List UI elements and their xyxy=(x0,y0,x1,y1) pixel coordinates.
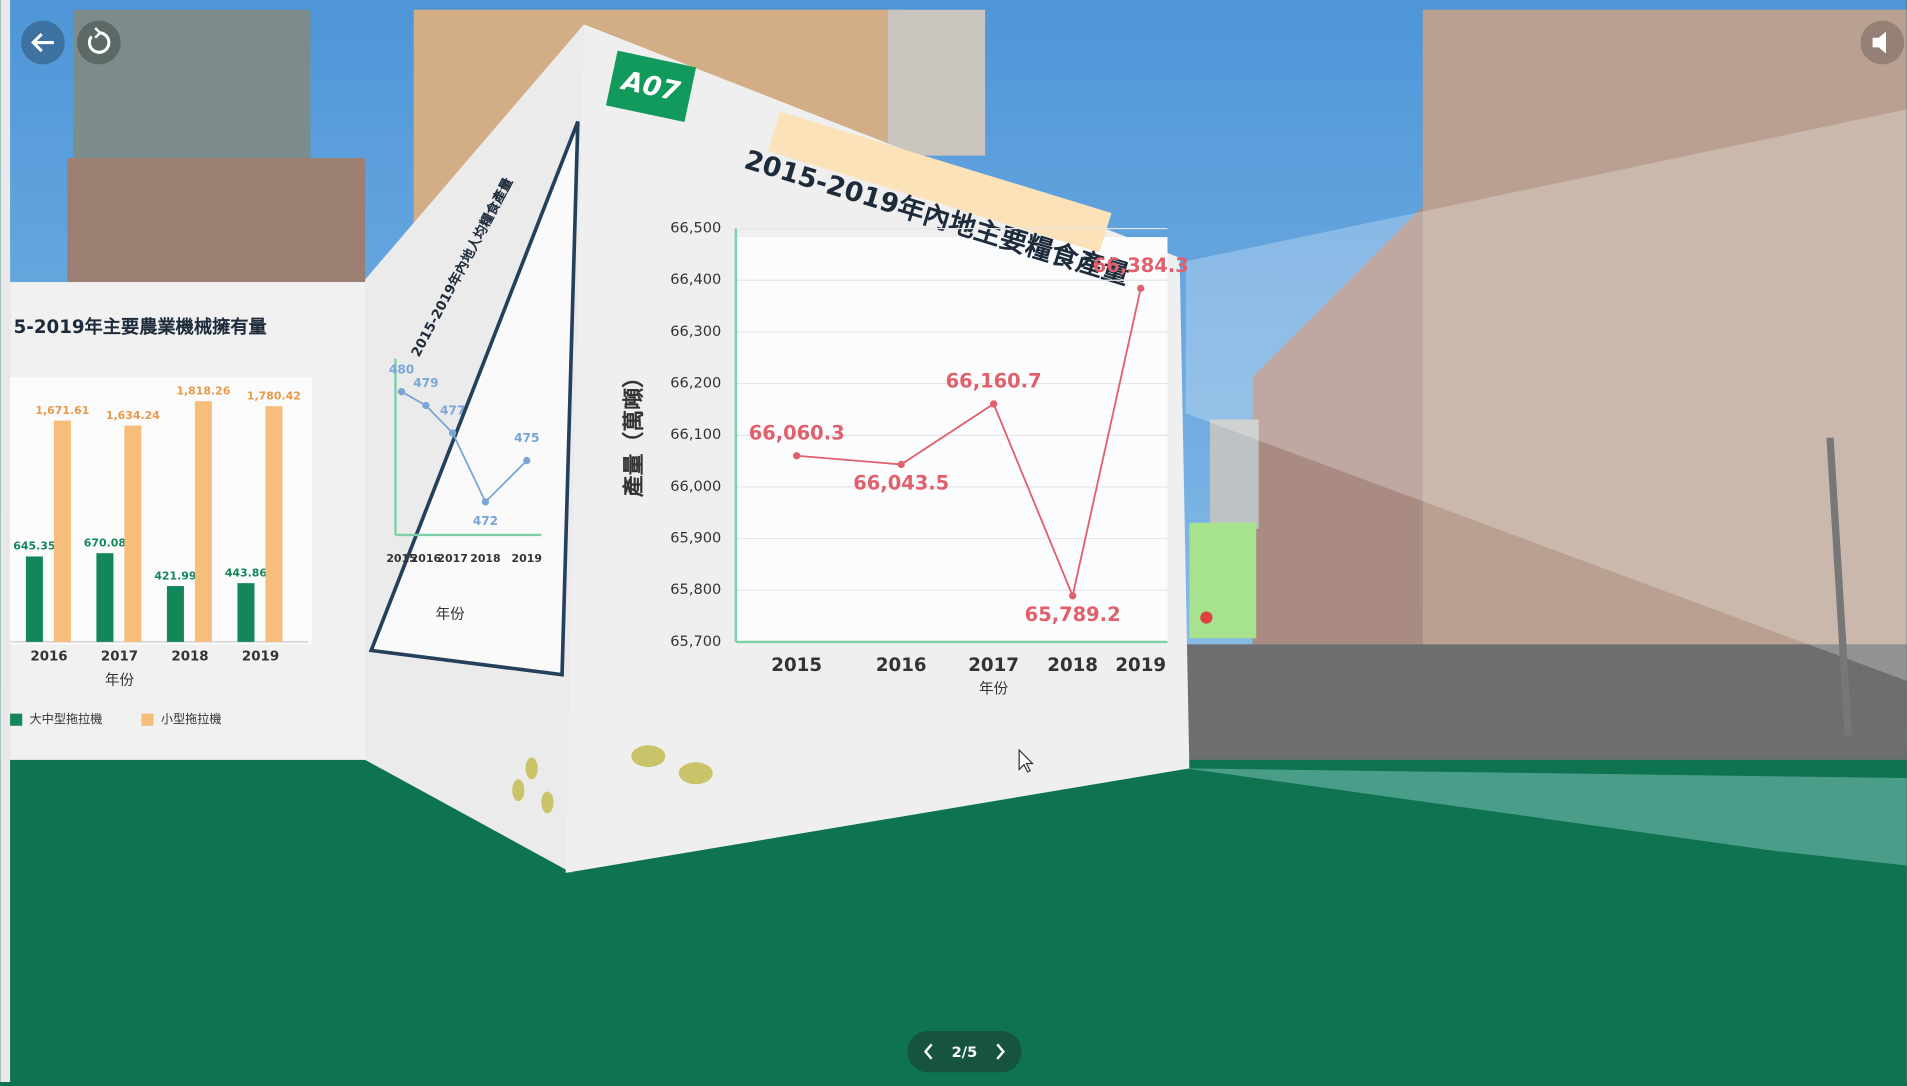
y-tick-label: 65,900 xyxy=(670,530,721,547)
point xyxy=(422,402,429,409)
legend-swatch xyxy=(141,714,153,726)
x-tick-label: 2019 xyxy=(1115,655,1166,676)
value-label: 475 xyxy=(514,431,539,445)
x-tick-label: 2019 xyxy=(242,649,279,664)
value-label: 1,634.24 xyxy=(106,409,160,422)
x-tick-label: 2017 xyxy=(437,552,467,565)
point xyxy=(1069,592,1076,599)
value-label: 443.86 xyxy=(225,566,268,579)
value-label: 480 xyxy=(389,362,414,376)
chart-title: 5-2019年主要農業機械擁有量 xyxy=(14,316,267,338)
y-tick-label: 66,300 xyxy=(670,323,721,340)
value-label: 66,384.3 xyxy=(1093,254,1189,277)
x-tick-label: 2018 xyxy=(470,552,500,565)
value-label: 670.08 xyxy=(84,536,126,549)
y-tick-label: 65,800 xyxy=(670,581,721,598)
value-label: 477 xyxy=(440,404,465,418)
bar xyxy=(26,556,43,641)
point xyxy=(898,461,905,468)
scene: A07 2/5 2015-2019年內地主要糧食產量產量（萬噸）年份65,700… xyxy=(0,0,1907,1082)
sound-button[interactable] xyxy=(1860,21,1904,65)
x-axis-title: 年份 xyxy=(436,606,466,623)
x-axis-title: 年份 xyxy=(105,672,135,689)
frame xyxy=(0,0,10,1082)
bar xyxy=(195,401,212,642)
x-tick-label: 2016 xyxy=(30,649,67,664)
point xyxy=(449,429,456,436)
x-tick-label: 2018 xyxy=(171,649,208,664)
x-tick-label: 2019 xyxy=(512,552,542,565)
point xyxy=(523,457,530,464)
value-label: 479 xyxy=(413,376,438,390)
value-label: 645.35 xyxy=(13,540,55,553)
y-tick-label: 66,400 xyxy=(670,271,721,288)
x-tick-label: 2018 xyxy=(1047,655,1098,676)
value-label: 66,060.3 xyxy=(749,421,845,444)
legend-swatch xyxy=(10,714,22,726)
legend-label: 大中型拖拉機 xyxy=(30,711,103,726)
y-tick-label: 66,500 xyxy=(670,220,721,237)
y-tick-label: 66,000 xyxy=(670,478,721,495)
bar xyxy=(54,421,71,642)
bar xyxy=(237,583,254,642)
bar xyxy=(124,426,141,642)
point xyxy=(482,498,489,505)
point xyxy=(793,452,800,459)
legend-label: 小型拖拉機 xyxy=(161,711,222,726)
value-label: 65,789.2 xyxy=(1025,603,1121,626)
x-tick-label: 2017 xyxy=(968,655,1019,676)
value-label: 472 xyxy=(473,514,498,528)
value-label: 1,780.42 xyxy=(247,389,301,402)
value-label: 1,671.61 xyxy=(35,404,89,417)
page-indicator: 2/5 xyxy=(952,1044,978,1061)
marker xyxy=(1200,612,1212,624)
page: A07 2/5 2015-2019年內地主要糧食產量產量（萬噸）年份65,700… xyxy=(0,0,1907,1082)
reset-button[interactable] xyxy=(77,21,121,65)
y-tick-label: 65,700 xyxy=(670,633,721,650)
back-button[interactable] xyxy=(21,21,65,65)
pager: 2/5 xyxy=(907,1031,1021,1072)
y-tick-label: 66,200 xyxy=(670,375,721,392)
bar xyxy=(96,553,113,642)
x-axis-title: 年份 xyxy=(979,680,1009,697)
x-tick-label: 2017 xyxy=(101,649,138,664)
y-tick-label: 66,100 xyxy=(670,426,721,443)
value-label: 66,160.7 xyxy=(946,369,1042,392)
value-label: 421.99 xyxy=(154,569,196,582)
value-label: 66,043.5 xyxy=(853,471,949,494)
bar xyxy=(167,586,184,642)
x-tick-label: 2016 xyxy=(876,655,927,676)
x-tick-label: 2015 xyxy=(771,655,822,676)
y-axis-title: 產量（萬噸） xyxy=(621,366,647,497)
point xyxy=(1137,285,1144,292)
bar xyxy=(265,406,282,642)
point xyxy=(990,400,997,407)
point xyxy=(398,388,405,395)
value-label: 1,818.26 xyxy=(176,384,230,397)
